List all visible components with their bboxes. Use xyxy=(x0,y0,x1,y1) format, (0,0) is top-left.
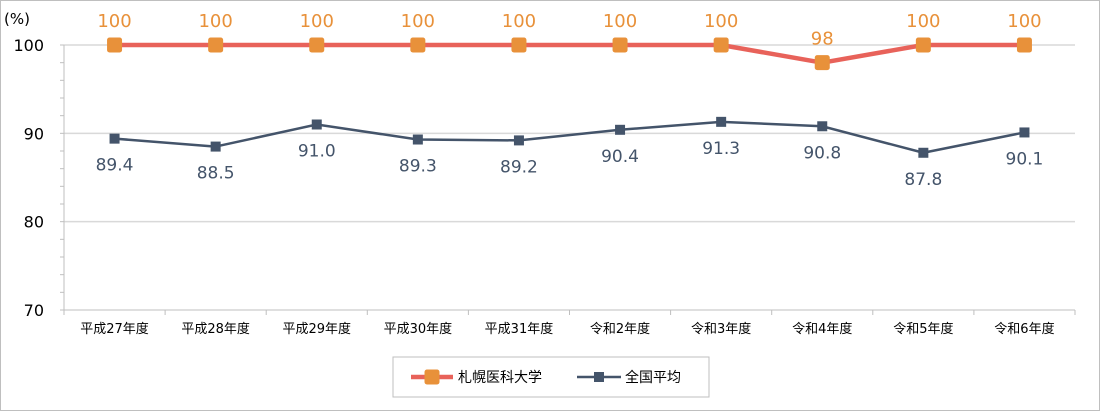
data-label-national: 89.3 xyxy=(399,157,437,177)
data-label-sapporo: 100 xyxy=(97,11,131,32)
legend-marker-national xyxy=(594,372,604,382)
data-point-sapporo xyxy=(612,37,628,53)
legend-marker-sapporo xyxy=(424,369,440,385)
data-point-sapporo xyxy=(814,55,830,71)
x-category-label: 令和6年度 xyxy=(994,321,1054,337)
y-tick-label: 80 xyxy=(24,213,44,232)
data-label-sapporo: 100 xyxy=(603,11,637,32)
data-point-sapporo xyxy=(915,37,931,53)
data-point-national xyxy=(311,119,322,130)
data-label-national: 89.2 xyxy=(500,157,538,177)
y-tick-label: 70 xyxy=(24,301,44,320)
x-category-label: 平成27年度 xyxy=(80,321,149,337)
data-point-national xyxy=(1019,127,1030,138)
data-label-sapporo: 98 xyxy=(811,29,834,50)
data-point-national xyxy=(210,141,221,152)
data-point-national xyxy=(716,116,727,127)
x-category-label: 平成29年度 xyxy=(282,321,351,337)
data-point-sapporo xyxy=(511,37,527,53)
data-point-sapporo xyxy=(309,37,325,53)
data-label-sapporo: 100 xyxy=(502,11,536,32)
data-label-national: 87.8 xyxy=(904,170,942,190)
data-point-national xyxy=(412,134,423,145)
x-category-label: 平成28年度 xyxy=(181,321,250,337)
x-category-label: 平成31年度 xyxy=(485,321,554,337)
series-line-national xyxy=(114,120,1025,155)
data-label-national: 90.8 xyxy=(803,143,841,163)
data-point-national xyxy=(918,147,929,158)
x-category-label: 令和5年度 xyxy=(893,321,953,337)
data-point-national xyxy=(109,133,120,144)
x-category-label: 令和4年度 xyxy=(792,321,852,337)
data-label-sapporo: 100 xyxy=(906,11,940,32)
y-unit-label: (%) xyxy=(4,10,30,28)
data-point-sapporo xyxy=(107,37,123,53)
data-label-national: 90.4 xyxy=(601,147,639,167)
y-tick-label: 100 xyxy=(13,36,44,55)
data-point-national xyxy=(615,124,626,135)
legend-label-sapporo: 札幌医科大学 xyxy=(458,370,542,386)
data-label-sapporo: 100 xyxy=(704,11,738,32)
data-point-sapporo xyxy=(1016,37,1032,53)
data-label-national: 88.5 xyxy=(197,164,235,184)
data-label-sapporo: 100 xyxy=(401,11,435,32)
data-label-national: 89.4 xyxy=(96,156,134,176)
data-label-sapporo: 100 xyxy=(198,11,232,32)
data-label-sapporo: 100 xyxy=(1007,11,1041,32)
y-tick-label: 90 xyxy=(24,124,44,143)
data-point-sapporo xyxy=(713,37,729,53)
data-label-national: 90.1 xyxy=(1006,149,1044,169)
x-category-label: 平成30年度 xyxy=(384,321,453,337)
data-point-sapporo xyxy=(208,37,224,53)
series-line-sapporo xyxy=(114,42,1025,65)
data-point-national xyxy=(513,135,524,146)
x-category-label: 令和3年度 xyxy=(691,321,751,337)
legend-label-national: 全国平均 xyxy=(625,369,681,386)
data-point-national xyxy=(817,121,828,132)
data-label-national: 91.3 xyxy=(702,139,740,159)
data-label-sapporo: 100 xyxy=(300,11,334,32)
data-point-sapporo xyxy=(410,37,426,53)
data-label-national: 91.0 xyxy=(298,142,336,162)
x-category-label: 令和2年度 xyxy=(590,321,650,337)
